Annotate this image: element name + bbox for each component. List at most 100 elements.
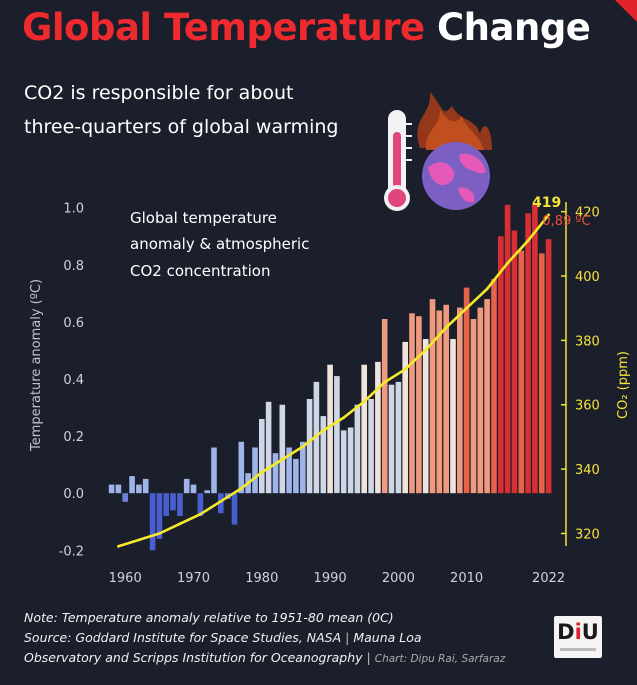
x-tick-label: 1970: [177, 571, 210, 586]
source-line-2: Observatory and Scripps Institution for …: [24, 648, 505, 669]
y-left-tick-label: 0.2: [63, 430, 84, 445]
end-labels: 419 0,89 ºC: [532, 195, 591, 229]
co2-point: [158, 532, 161, 535]
temperature-bar: [108, 484, 115, 494]
subtitle-line-1: CO2 is responsible for about: [24, 82, 294, 104]
illustration: [384, 92, 492, 211]
co2-point: [403, 367, 407, 371]
temperature-bar: [170, 493, 176, 511]
temperature-bar: [340, 430, 347, 494]
y-right-tick-label: 320: [575, 527, 600, 542]
temperature-bar: [491, 279, 497, 494]
x-tick-label: 2010: [450, 571, 483, 586]
y-right-tick-label: 340: [575, 463, 600, 478]
temperature-bar: [300, 441, 306, 494]
temperature-bar: [436, 310, 443, 494]
temperature-bar: [231, 493, 238, 525]
x-tick-label: 1960: [109, 571, 142, 586]
co2-point: [117, 544, 120, 548]
source-text-2: Mauna Loa: [353, 630, 422, 645]
temperature-bar: [136, 484, 142, 494]
temperature-bar: [204, 490, 210, 494]
title-part-1: Global Temperature: [22, 6, 425, 49]
temperature-bar: [129, 476, 135, 494]
annotation-line-3: CO2 concentration: [130, 262, 270, 280]
x-tick-label: 1980: [245, 571, 278, 586]
temperature-bar: [183, 478, 190, 494]
temperature-bar: [327, 364, 333, 494]
chart-credit: Chart: Dipu Rai, Sarfaraz: [374, 653, 506, 665]
source-text-3: Observatory and Scripps Institution for …: [24, 650, 363, 665]
temperature-bar: [190, 484, 197, 494]
temperature-bar: [347, 427, 354, 494]
left-axis-label: Temperature anomaly (ºC): [29, 279, 44, 452]
temperature-bar: [484, 299, 490, 494]
co2-point: [280, 458, 284, 461]
right-axis-label: CO₂ (ppm): [616, 351, 631, 419]
temperature-bar: [115, 484, 122, 494]
co2-point: [260, 470, 264, 474]
co2-point: [219, 499, 223, 503]
temperature-bar: [320, 416, 327, 494]
temperature-bar: [395, 381, 402, 494]
y-right-tick-label: 420: [575, 206, 600, 221]
temperature-bar: [477, 307, 484, 494]
y-left-tick-label: 0.6: [63, 316, 84, 331]
annotation-line-2: anomaly & atmospheric: [130, 235, 309, 253]
temperature-bar: [409, 313, 415, 494]
x-tick-labels: 1960 1970 1980 1990 2000 2010 2022: [109, 571, 565, 586]
co2-point: [199, 512, 202, 516]
co2-point: [383, 380, 387, 384]
temperature-bar: [402, 341, 408, 494]
temperature-bar: [450, 339, 456, 494]
co2-line: [118, 214, 550, 548]
source-text-1: Source: Goddard Institute for Space Stud…: [24, 630, 342, 645]
logo-letter-d: D: [557, 620, 575, 644]
temperature-bar: [470, 319, 477, 494]
x-tick-label: 2022: [532, 571, 565, 586]
temperature-bar: [422, 339, 429, 494]
temperature-bar: [334, 376, 340, 494]
burning-globe-icon: [417, 92, 492, 210]
x-tick-label: 1990: [314, 571, 347, 586]
temperature-bar: [211, 447, 217, 494]
temperature-bar: [457, 307, 463, 494]
temperature-bar: [504, 204, 511, 494]
page-title: Global Temperature Change: [22, 6, 591, 49]
temp-end-label: 0,89 ºC: [542, 214, 590, 229]
temperature-bar: [306, 399, 313, 494]
y-right-tick-label: 360: [575, 399, 600, 414]
temperature-bar: [463, 287, 470, 494]
temperature-bar: [539, 253, 545, 494]
annotation-line-1: Global temperature: [130, 209, 277, 227]
y-axis-left-title: Temperature anomaly (ºC): [29, 279, 44, 452]
co2-point: [342, 416, 346, 419]
temperature-bar: [259, 419, 265, 494]
subtitle: CO2 is responsible for about three-quart…: [24, 76, 338, 144]
logo-text: DiU: [554, 616, 602, 648]
y-axis-right-title: CO₂ (ppm): [616, 351, 631, 419]
co2-point: [178, 522, 182, 526]
temperature-bar: [218, 493, 224, 514]
temperature-bar: [518, 250, 525, 494]
source-separator: |: [345, 630, 350, 645]
temperature-bar: [381, 319, 388, 494]
co2-point: [362, 400, 366, 403]
temperature-bar: [177, 493, 183, 516]
temperature-bar: [122, 493, 128, 502]
y-right-tick-label: 380: [575, 334, 600, 349]
logo-tagline-bar: [560, 648, 596, 651]
temperature-bar: [511, 230, 518, 494]
left-tick-labels: 1.0 0.8 0.6 0.4 0.2 0.0 -0.2: [59, 202, 84, 560]
co2-point: [465, 306, 468, 310]
note-line: Note: Temperature anomaly relative to 19…: [24, 610, 394, 625]
title-part-2: Change: [437, 6, 591, 49]
temperature-bar: [238, 441, 245, 494]
temperature-bar: [368, 399, 374, 494]
y-left-tick-label: -0.2: [59, 544, 84, 559]
temperature-bar: [156, 493, 163, 539]
temperature-bar: [532, 204, 538, 494]
temperature-bar: [375, 361, 381, 494]
co2-point: [239, 487, 243, 490]
credit-separator: |: [366, 650, 371, 665]
